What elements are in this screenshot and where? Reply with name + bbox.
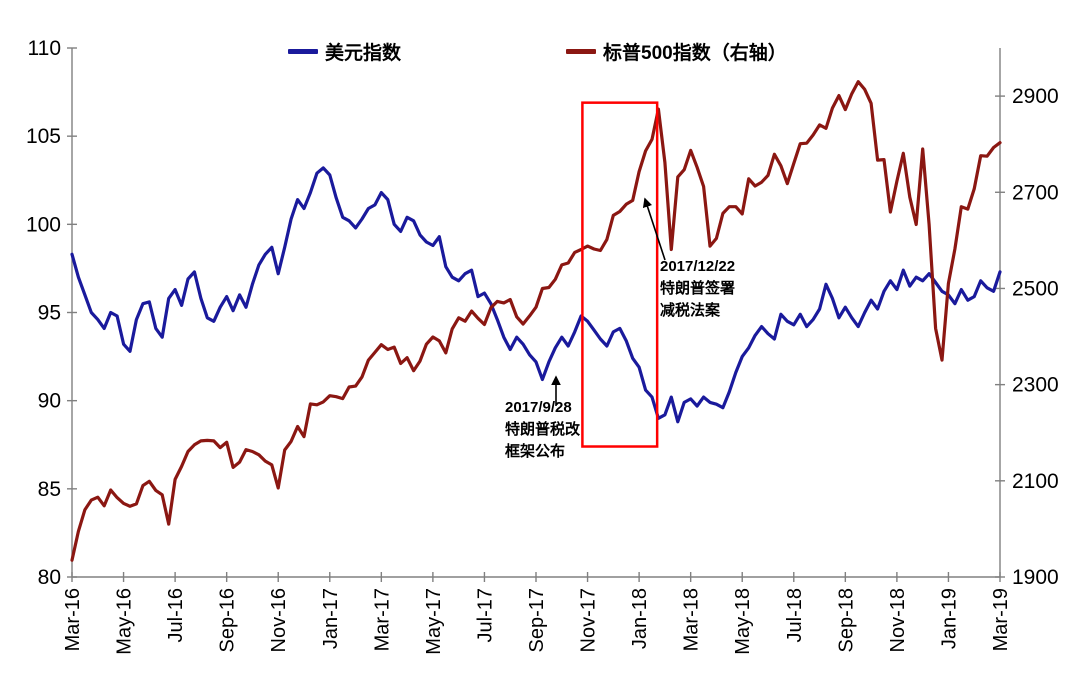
- annotation-line: 2017/9/28: [505, 399, 572, 416]
- annotation-line: 框架公布: [505, 443, 566, 460]
- annotation-line: 2017/12/22: [660, 258, 736, 275]
- legend-label-spx: 标普500指数（右轴）: [603, 43, 787, 64]
- x-tick-label: Jul-18: [784, 588, 806, 642]
- x-tick-label: Nov-17: [578, 588, 600, 652]
- x-tick-label: Mar-18: [681, 588, 703, 651]
- y-left-tick-label: 100: [26, 213, 61, 236]
- dxy-series-line: [70, 166, 1002, 424]
- x-tick-label: Jan-19: [938, 588, 960, 649]
- annotation-tax-bill: 2017/12/22 特朗普签署 减税法案: [660, 256, 735, 322]
- annotation-line: 特朗普签署: [660, 280, 736, 297]
- x-tick-label: Sep-17: [526, 588, 548, 653]
- y-right-tick-label: 2700: [1012, 181, 1059, 204]
- x-tick-label: Nov-18: [887, 588, 909, 652]
- y-left-tick-label: 80: [38, 566, 61, 589]
- x-tick-label: Jan-18: [629, 588, 651, 649]
- spx-line-swatch-icon: [566, 49, 596, 54]
- x-tick-label: Jul-16: [165, 588, 187, 642]
- y-left-tick-label: 90: [38, 390, 61, 413]
- spx-series-line: [70, 80, 1002, 562]
- annotation-line: 减税法案: [660, 302, 721, 319]
- x-tick-label: Jul-17: [474, 588, 496, 642]
- x-tick-label: May-16: [114, 588, 136, 655]
- highlight-box: [581, 101, 659, 448]
- x-tick-label: Sep-18: [835, 588, 857, 653]
- y-right-tick-label: 1900: [1012, 566, 1059, 589]
- y-right-tick-label: 2500: [1012, 277, 1059, 300]
- y-left-tick-label: 85: [38, 478, 61, 501]
- x-tick-label: Nov-16: [268, 588, 290, 652]
- y-left-tick-label: 95: [38, 302, 61, 325]
- legend-label-dxy: 美元指数: [325, 43, 402, 64]
- x-tick-label: Jan-17: [320, 588, 342, 649]
- x-tick-label: Mar-16: [62, 588, 84, 651]
- y-right-tick-label: 2300: [1012, 374, 1059, 397]
- y-left-tick-label: 105: [26, 125, 61, 148]
- dxy-line-swatch-icon: [288, 49, 318, 54]
- legend-item-spx: 标普500指数（右轴）: [566, 38, 787, 65]
- legend-item-dxy: 美元指数: [288, 38, 401, 65]
- x-tick-label: Sep-16: [217, 588, 239, 653]
- y-right-tick-label: 2900: [1012, 85, 1059, 108]
- x-tick-label: Mar-17: [371, 588, 393, 651]
- y-left-tick-label: 110: [28, 37, 61, 60]
- x-tick-label: May-17: [423, 588, 445, 655]
- x-tick-label: Mar-19: [990, 588, 1012, 651]
- annotation-tax-framework: 2017/9/28 特朗普税改 框架公布: [505, 397, 580, 463]
- annotation-arrow-tax-bill: [642, 197, 666, 261]
- y-right-tick-label: 2100: [1012, 470, 1059, 493]
- annotation-line: 特朗普税改: [505, 421, 581, 438]
- x-tick-label: May-18: [732, 588, 754, 655]
